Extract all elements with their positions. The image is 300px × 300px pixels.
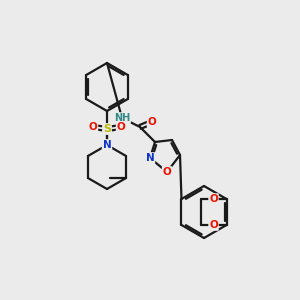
Text: N: N [103,140,111,150]
Text: O: O [209,194,218,204]
Text: N: N [146,153,154,163]
Text: O: O [163,167,171,177]
Text: O: O [88,122,98,132]
Text: O: O [209,220,218,230]
Text: NH: NH [114,113,130,123]
Text: O: O [148,117,156,127]
Text: S: S [103,124,111,134]
Text: O: O [117,122,125,132]
